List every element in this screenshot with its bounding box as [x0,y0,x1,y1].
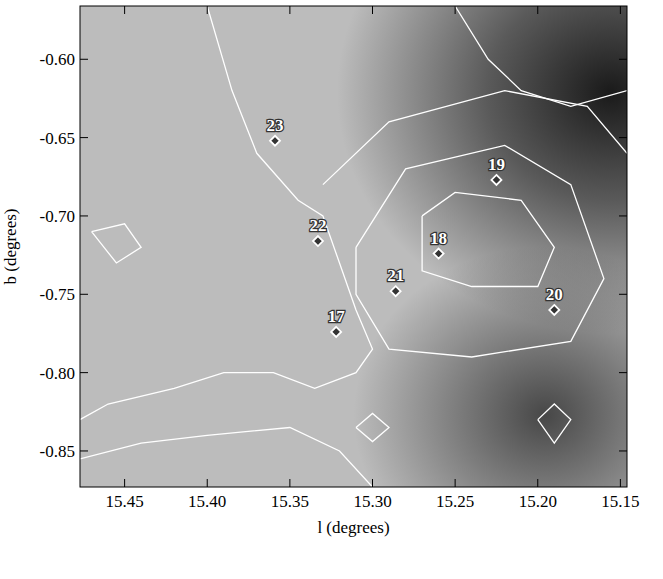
source-marker [391,286,401,296]
y-tick-label: -0.85 [40,442,75,461]
x-tick [455,479,456,487]
y-tick-label: -0.60 [40,50,75,69]
x-tick [289,6,290,14]
x-tick [372,479,373,487]
y-tick-label: -0.75 [40,285,75,304]
x-tick-label: 15.30 [353,492,391,511]
image-nebula [80,6,627,487]
source-label: 18 [430,229,447,248]
plot-area [80,6,627,487]
x-tick [207,6,208,14]
x-tick [124,6,125,14]
source-marker [313,236,323,246]
plot-frame [80,6,627,487]
contour [80,6,373,420]
y-tick [619,450,627,451]
chart: 17 18 19 20 21 22 23 15.45 15.40 15.35 15.30 15.25 1… [0,0,663,579]
y-tick [80,372,88,373]
x-tick [207,479,208,487]
source-label: 17 [328,307,346,326]
x-tick-label: 15.20 [519,492,557,511]
y-axis-title: b (degrees) [1,209,20,285]
y-tick [80,215,88,216]
y-tick [80,294,88,295]
source-marker [331,327,341,337]
y-tick [619,59,627,60]
y-tick [80,137,88,138]
x-tick [537,479,538,487]
x-tick [455,6,456,14]
source-label: 23 [267,116,284,135]
contour [323,91,627,185]
x-tick-label: 15.35 [271,492,309,511]
y-tick [619,215,627,216]
contour [80,428,373,488]
contour [92,224,142,263]
y-tick [80,59,88,60]
image-background [80,6,627,487]
image-nebula [80,6,627,487]
x-tick [289,479,290,487]
x-tick-label: 15.40 [188,492,226,511]
y-tick-label: -0.80 [40,364,75,383]
x-tick [620,479,621,487]
x-axis-title: l (degrees) [317,518,389,537]
x-tick [620,6,621,14]
y-tick-label: -0.70 [40,207,75,226]
source-marker [434,249,444,259]
contour [455,6,627,106]
contour [356,413,389,441]
x-tick [372,6,373,14]
x-tick [124,479,125,487]
source-label: 22 [309,216,326,235]
contour [422,192,554,286]
contour [356,145,604,357]
y-tick [619,137,627,138]
x-tick [537,6,538,14]
contour [538,404,571,443]
source-marker [549,305,559,315]
y-tick [619,294,627,295]
y-tick [619,372,627,373]
source-marker [491,175,501,185]
x-tick-label: 15.45 [105,492,143,511]
source-label: 19 [488,155,505,174]
y-tick-label: -0.65 [40,129,75,148]
y-tick [80,450,88,451]
x-tick-label: 15.15 [601,492,639,511]
source-label: 21 [387,266,404,285]
x-tick-label: 15.25 [436,492,474,511]
source-marker [270,136,280,146]
source-label: 20 [546,285,563,304]
